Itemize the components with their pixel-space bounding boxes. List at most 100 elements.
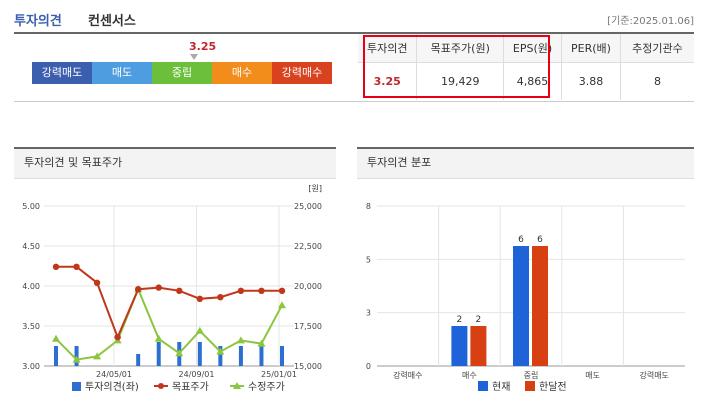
adjusted-price-line [55, 286, 283, 361]
y-tick-label: 0 [366, 362, 371, 371]
y-right-tick-label: 15,000 [294, 362, 322, 371]
scale-segment-strong-buy: 강력매수 [272, 62, 332, 84]
unit-label: [원] [308, 184, 322, 193]
opinion-distribution-panel: 투자의견 분포 8 5 3 0 강력매수 매수 2 2 중립 6 6 매도 강력매도 현재 한달전 [357, 147, 694, 409]
y-left-tick-label: 3.50 [22, 322, 40, 331]
x-tick-label: 강력매도 [639, 370, 668, 380]
target-price-point [176, 287, 183, 294]
legend-target-label: 목표주가 [172, 381, 209, 393]
data-label: 6 [518, 235, 524, 245]
header-divider [14, 32, 694, 34]
bar-prev-month [532, 246, 548, 366]
x-tick-label: 중립 [524, 371, 539, 380]
target-price-point [278, 287, 286, 294]
scale-marker-icon [190, 54, 198, 60]
panel-title: 투자의견 및 목표주가 [14, 149, 336, 179]
y-left-tick-label: 4.50 [22, 242, 40, 251]
target-price-point [114, 334, 121, 341]
opinion-bar [280, 346, 284, 366]
opinion-bar [218, 346, 223, 366]
col-target-price: 목표주가(원) [416, 34, 505, 63]
y-right-tick-label: 22,500 [294, 242, 322, 251]
col-opinion: 투자의견 [358, 34, 418, 63]
opinion-target-panel: 투자의견 및 목표주가 [원] 5.00 25,000 4.50 22,500 4.00… [14, 147, 336, 409]
bar-current [513, 246, 529, 366]
target-price-point [155, 284, 162, 291]
opinion-bar [136, 354, 141, 366]
legend-prev-swatch [525, 381, 535, 391]
bar-current [451, 326, 468, 366]
opinion-target-chart: [원] 5.00 25,000 4.50 22,500 4.00 20,000 3.50 17… [22, 184, 322, 393]
x-tick-label: 강력매수 [393, 370, 422, 380]
legend-target-marker [158, 383, 164, 389]
col-per: PER(배) [561, 34, 621, 63]
per-value: 3.88 [561, 62, 621, 100]
target-price-point [237, 287, 245, 294]
y-right-tick-label: 17,500 [294, 322, 322, 331]
opinion-bar [238, 346, 243, 366]
target-price-value: 19,429 [416, 62, 505, 100]
panel-title: 투자의견 분포 [357, 149, 694, 179]
legend-opinion-swatch [72, 382, 81, 391]
y-tick-label: 5 [366, 255, 371, 264]
legend-opinion-label: 투자의견(좌) [85, 381, 139, 393]
target-price-point [196, 295, 204, 302]
adjusted-price-point [93, 352, 102, 360]
scale-segment-buy: 매수 [212, 62, 272, 84]
adjusted-price-point [175, 349, 184, 357]
table-header-row: 투자의견 목표주가(원) EPS(원) PER(배) 추정기관수 [358, 34, 694, 63]
target-price-point [217, 294, 224, 301]
opinion-bar [259, 346, 264, 366]
scale-segment-neutral: 중립 [152, 62, 212, 84]
institutions-value: 8 [653, 74, 661, 88]
scale-value: 3.25 [189, 40, 217, 53]
adjusted-price-point [257, 339, 266, 347]
col-institutions: 추정기관수 [620, 34, 694, 63]
section-title: 투자의견 [14, 14, 62, 29]
y-right-tick-label: 25,000 [294, 202, 322, 211]
legend-adjusted-marker [233, 382, 241, 389]
data-label: 6 [537, 235, 543, 245]
opinion-value: 3.25 [358, 62, 418, 100]
legend-adjusted-label: 수정주가 [248, 381, 285, 393]
target-price-point [134, 286, 142, 293]
table-row: 3.25 19,429 4,865 3.88 8 [358, 62, 694, 100]
y-tick-label: 3 [366, 309, 371, 318]
x-tick-label: 24/05/01 [96, 370, 132, 379]
x-tick-label: 24/09/01 [179, 370, 215, 379]
adjusted-price-point [195, 326, 204, 334]
target-price-point [73, 263, 80, 270]
y-left-tick-label: 5.00 [22, 202, 40, 211]
opinion-bar [54, 346, 58, 366]
adjusted-price-point [216, 347, 225, 355]
legend-prev-label: 한달전 [539, 381, 567, 393]
legend-current-label: 현재 [492, 381, 510, 393]
x-tick-label: 25/01/01 [261, 370, 297, 379]
y-tick-label: 8 [366, 202, 371, 211]
section-header: 투자의견 컨센서스 [기준:2025.01.06] [14, 8, 694, 32]
y-left-tick-label: 4.00 [22, 282, 40, 291]
y-right-tick-label: 20,000 [294, 282, 322, 291]
x-tick-label: 매도 [585, 371, 600, 380]
data-label: 2 [457, 315, 463, 325]
x-tick-label: 매수 [462, 371, 477, 380]
opinion-distribution-chart: 8 5 3 0 강력매수 매수 2 2 중립 6 6 매도 강력매도 현재 한달전 [366, 202, 685, 393]
highlight-box [363, 35, 550, 98]
base-date: [기준:2025.01.06] [607, 16, 694, 27]
consensus-table: 투자의견 목표주가(원) EPS(원) PER(배) 추정기관수 3.25 19… [358, 34, 694, 100]
adjusted-price-point [72, 355, 81, 363]
legend-current-swatch [478, 381, 488, 391]
opinion-bar [156, 342, 161, 366]
col-eps: EPS(원) [503, 34, 563, 63]
bar-prev-month [470, 326, 487, 366]
opinion-bar [197, 342, 202, 366]
target-price-point [93, 279, 101, 286]
adjusted-price-point [236, 336, 245, 344]
section-subtitle: 컨센서스 [88, 14, 136, 29]
table-divider [14, 101, 694, 102]
y-left-tick-label: 3.00 [22, 362, 40, 371]
scale-segment-strong-sell: 강력매도 [32, 62, 92, 84]
adjusted-price-point [278, 301, 286, 309]
eps-value: 4,865 [503, 62, 563, 100]
scale-segment-sell: 매도 [92, 62, 152, 84]
